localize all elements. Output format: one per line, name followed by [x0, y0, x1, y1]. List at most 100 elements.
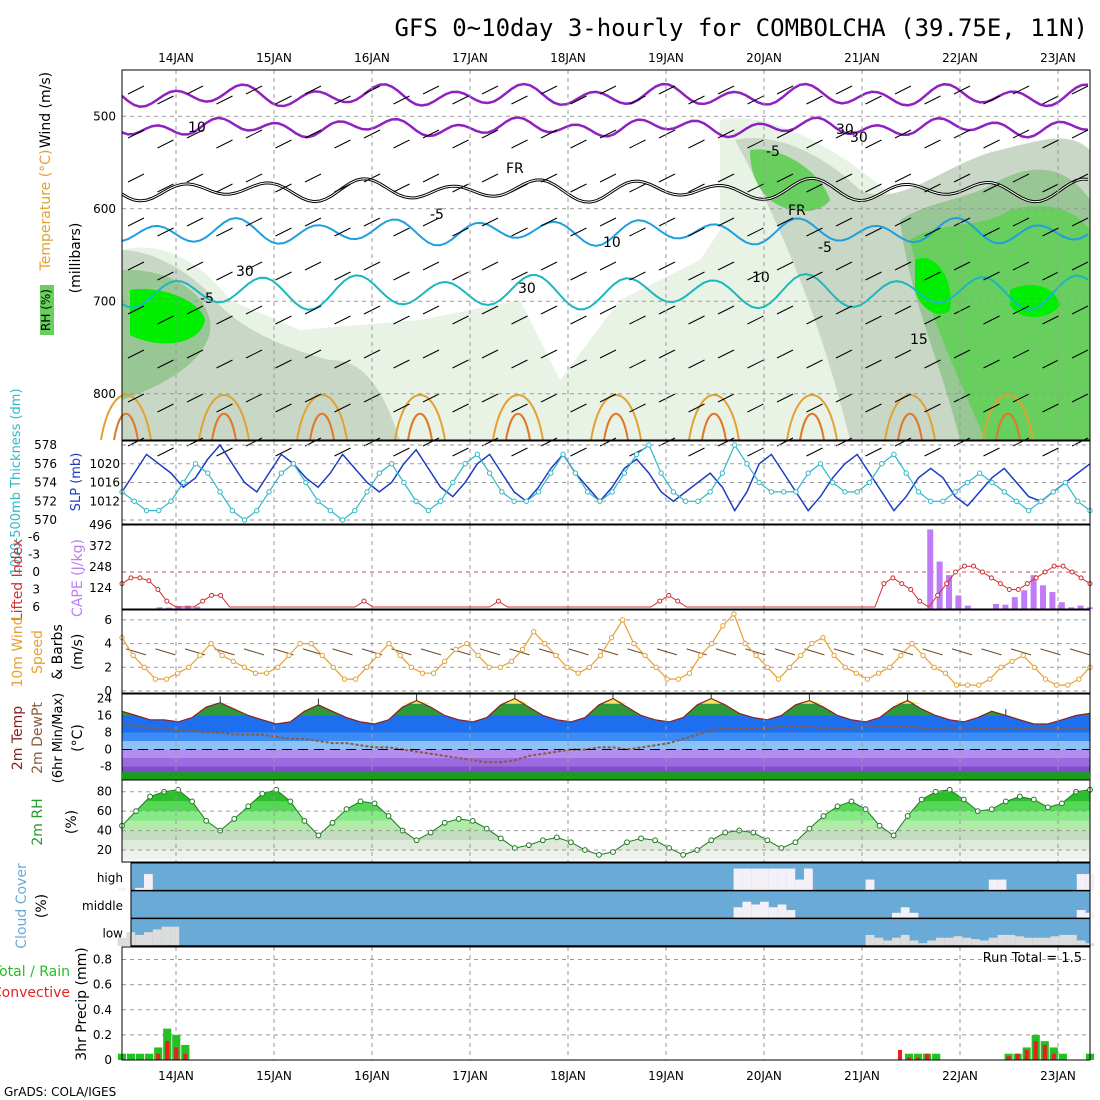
rh-point — [441, 819, 448, 826]
cloud-bar — [768, 868, 778, 891]
contour-label: 30 — [236, 264, 254, 280]
upper-wind-barb — [658, 129, 676, 139]
x-tick-bottom: 21JAN — [844, 1069, 880, 1083]
upper-wind-barb — [717, 349, 735, 359]
wind-speed-point — [786, 664, 793, 670]
cape-bar — [936, 561, 943, 609]
upper-wind-barb — [806, 403, 823, 413]
rh-point — [301, 817, 308, 824]
precip-total-bar — [932, 1053, 941, 1060]
cloud-bar — [786, 910, 796, 919]
cloud-bar — [962, 937, 972, 946]
cloud-bar — [152, 929, 162, 946]
isotherm-20-loop — [113, 412, 139, 441]
thickness-point — [780, 489, 787, 495]
upper-wind-barb — [245, 217, 263, 227]
wind-speed-point — [375, 652, 381, 659]
upper-wind-barb — [127, 217, 145, 227]
li-tick: -3 — [28, 548, 40, 562]
rh-point — [1045, 804, 1051, 811]
upper-wind-barb — [983, 359, 1000, 369]
upper-wind-barb — [186, 129, 204, 139]
thickness-point — [756, 479, 762, 486]
upper-wind-barb — [216, 271, 233, 281]
upper-wind-barb — [924, 227, 941, 237]
upper-wind-barb — [1071, 85, 1089, 95]
wind-speed-point — [219, 652, 225, 659]
upper-wind-barb — [334, 447, 351, 457]
upper-wind-barb — [452, 95, 469, 105]
thickness-point — [805, 470, 811, 476]
upper-wind-barb — [393, 447, 410, 457]
wind10m-label-a: 10m Wind — [10, 616, 26, 687]
wind-speed-point — [842, 664, 848, 670]
thickness-point — [425, 507, 432, 514]
temp-band — [122, 741, 1090, 750]
thickness-point — [290, 461, 297, 467]
thickness-point — [266, 489, 272, 495]
upper-wind-barb — [511, 139, 528, 149]
cape-bar — [1049, 592, 1056, 609]
thickness-point — [229, 507, 235, 514]
upper-wind-barb — [894, 261, 912, 271]
cloud-bar — [1076, 910, 1086, 919]
upper-wind-barb — [983, 271, 1000, 281]
upper-wind-barb — [452, 359, 469, 369]
upper-wind-barb — [658, 173, 676, 183]
wind-barb — [214, 648, 235, 656]
x-tick-top: 14JAN — [158, 51, 194, 65]
rh-point — [848, 798, 855, 805]
rh-point — [862, 806, 869, 813]
wind-speed-point — [430, 670, 437, 676]
cloud-bar — [1068, 934, 1077, 946]
wind-barb — [715, 648, 737, 656]
rh2m-label: 2m RH — [30, 798, 46, 845]
cloud-bar — [804, 868, 813, 891]
wind-speed-point — [453, 646, 459, 653]
wind-speed-point — [964, 682, 971, 688]
upper-wind-barb — [393, 403, 410, 413]
precip-convective-bar — [1006, 1056, 1011, 1060]
wind-speed-point — [631, 640, 637, 647]
cape-tick: 496 — [89, 518, 112, 532]
wind-tick: 2 — [104, 660, 112, 674]
lifted-index-point — [218, 592, 224, 598]
upper-wind-barb — [1042, 139, 1059, 149]
x-tick-top: 17JAN — [452, 51, 488, 65]
cloud-row-label: middle — [82, 899, 123, 913]
thickness-point — [388, 461, 395, 467]
thickness-point — [793, 489, 799, 495]
wind-speed-point — [798, 652, 804, 659]
cape-tick: 248 — [89, 560, 112, 574]
thickness-point — [817, 461, 824, 467]
precip-convective-bar — [1051, 1053, 1056, 1060]
lifted-index-point — [908, 587, 914, 592]
upper-wind-barb — [924, 315, 941, 325]
temp-hot-fill — [697, 698, 726, 704]
rh-point — [932, 788, 939, 795]
wind-speed-point — [419, 670, 426, 676]
cloud-bar — [742, 901, 752, 919]
upper-wind-barb — [953, 393, 971, 403]
rh-point — [806, 825, 813, 832]
thickness-point — [437, 498, 444, 504]
upper-wind-barb — [127, 85, 145, 95]
cloud-bar — [733, 907, 743, 919]
rh-point — [792, 839, 799, 846]
upper-wind-barb — [540, 393, 558, 403]
upper-wind-barb — [983, 183, 1000, 193]
rh-point — [189, 798, 196, 805]
lifted-index-point — [209, 592, 215, 598]
thickness-point — [1001, 489, 1007, 495]
upper-wind-barb — [540, 129, 558, 139]
rh-point — [553, 834, 560, 841]
rh-point — [287, 798, 294, 805]
upper-wind-barb — [452, 271, 469, 281]
x-tick-top: 15JAN — [256, 51, 292, 65]
upper-wind-barb — [422, 217, 440, 227]
lifted-index-point — [361, 598, 367, 604]
upper-wind-barb — [983, 403, 1000, 413]
wind-speed-point — [575, 670, 581, 676]
rh-point — [539, 837, 546, 844]
upper-wind-barb — [216, 139, 233, 149]
